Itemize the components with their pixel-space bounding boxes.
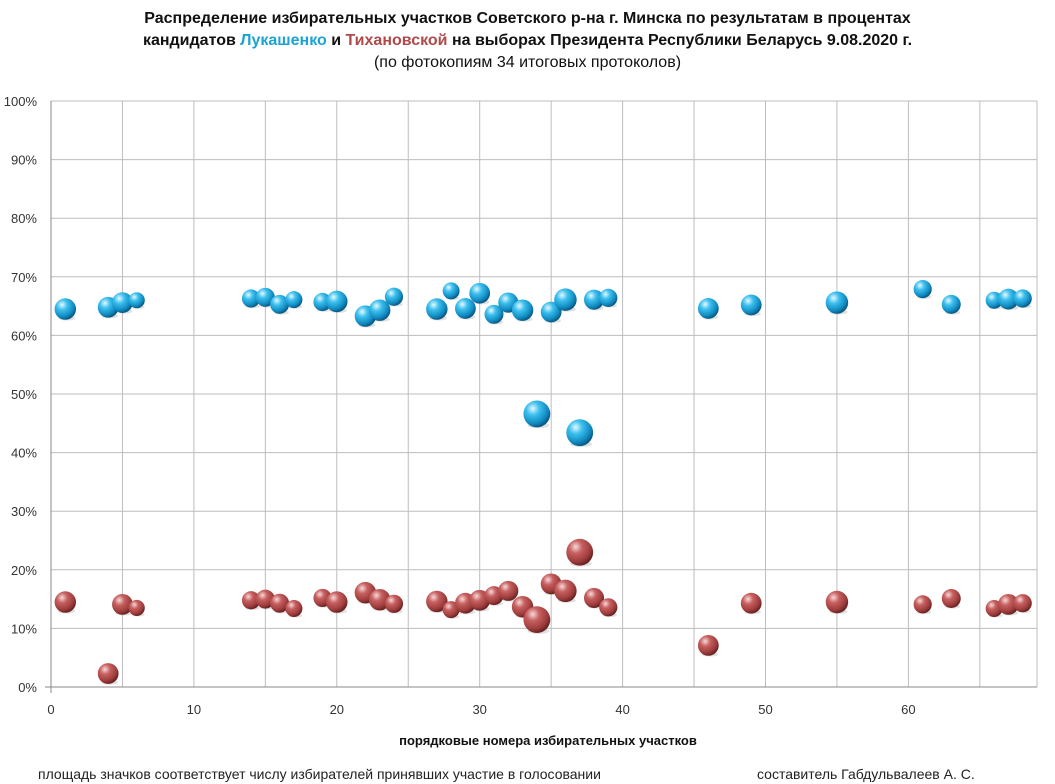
x-tick-label: 20 xyxy=(330,702,344,717)
y-tick-label: 100% xyxy=(4,94,38,109)
x-tick-label: 50 xyxy=(758,702,772,717)
chart-title: Распределение избирательных участков Сов… xyxy=(0,8,1055,74)
point-tikhanovskaya xyxy=(913,595,932,614)
point-lukashenko xyxy=(112,292,133,313)
point-tikhanovskaya xyxy=(326,591,348,613)
point-tikhanovskaya xyxy=(285,599,303,617)
point-lukashenko xyxy=(285,291,303,309)
y-tick-label: 10% xyxy=(11,621,37,636)
point-tikhanovskaya xyxy=(1013,594,1032,613)
point-lukashenko xyxy=(54,298,77,320)
point-tikhanovskaya xyxy=(825,590,849,614)
point-tikhanovskaya xyxy=(128,599,145,616)
y-tick-label: 20% xyxy=(11,563,37,578)
point-lukashenko xyxy=(128,292,145,309)
footnote-left: площадь значков соответствует числу изби… xyxy=(38,766,601,782)
x-tick-label: 40 xyxy=(615,702,629,717)
point-lukashenko xyxy=(740,294,762,316)
point-lukashenko xyxy=(913,280,932,299)
point-lukashenko xyxy=(241,289,261,308)
point-lukashenko xyxy=(566,419,594,447)
title-prefix: кандидатов xyxy=(142,32,236,49)
point-lukashenko xyxy=(511,299,534,321)
data-points xyxy=(54,280,1032,685)
point-tikhanovskaya xyxy=(112,593,133,615)
title-line-2: кандидатов Лукашенко и Тихановской на вы… xyxy=(0,30,1055,52)
point-tikhanovskaya xyxy=(599,598,618,617)
point-tikhanovskaya xyxy=(255,589,275,609)
point-lukashenko xyxy=(270,294,290,314)
point-lukashenko xyxy=(442,282,460,300)
point-tikhanovskaya xyxy=(498,580,519,601)
point-lukashenko xyxy=(469,282,491,304)
title-line-3: (по фотокопиям 34 итоговых протоколов) xyxy=(373,54,682,71)
point-tikhanovskaya xyxy=(523,606,551,634)
point-lukashenko xyxy=(583,289,605,310)
point-lukashenko xyxy=(523,400,551,428)
legend-tikhanovskaya: Тихановской xyxy=(345,32,448,49)
y-tick-label: 70% xyxy=(11,270,37,285)
point-tikhanovskaya xyxy=(998,593,1019,615)
x-tick-label: 30 xyxy=(472,702,486,717)
y-tick-label: 80% xyxy=(11,211,37,226)
point-tikhanovskaya xyxy=(941,589,961,609)
point-lukashenko xyxy=(985,291,1003,309)
point-lukashenko xyxy=(599,288,618,307)
point-lukashenko xyxy=(1013,289,1032,308)
point-tikhanovskaya xyxy=(697,635,719,656)
x-tick-label: 10 xyxy=(187,702,201,717)
y-tick-label: 90% xyxy=(11,153,37,168)
y-tick-label: 60% xyxy=(11,328,37,343)
y-tick-label: 30% xyxy=(11,504,37,519)
point-tikhanovskaya xyxy=(426,590,448,613)
point-lukashenko xyxy=(368,299,391,321)
x-axis-label: порядковые номера избирательных участков xyxy=(399,733,697,748)
point-lukashenko xyxy=(455,298,476,319)
point-tikhanovskaya xyxy=(270,593,290,613)
x-tick-label: 0 xyxy=(47,702,54,717)
point-lukashenko xyxy=(941,294,961,314)
point-tikhanovskaya xyxy=(566,538,594,566)
point-tikhanovskaya xyxy=(554,579,577,603)
footnote-right: составитель Габдульвалеев А. С. xyxy=(757,766,975,782)
point-tikhanovskaya xyxy=(740,592,762,614)
point-tikhanovskaya xyxy=(583,587,605,608)
axes: 0% 10% 20% 30% 40% 50% 60% 70% 80% 90% 100% 0 10 20 30… xyxy=(4,94,1037,717)
y-tick-label: 50% xyxy=(11,387,37,402)
legend-lukashenko: Лукашенко xyxy=(240,32,327,49)
point-tikhanovskaya xyxy=(97,663,119,684)
y-tick-label: 40% xyxy=(11,446,37,461)
y-tick-label: 0% xyxy=(18,680,37,695)
point-lukashenko xyxy=(384,287,404,306)
point-lukashenko xyxy=(426,298,448,320)
point-lukashenko xyxy=(998,288,1019,310)
title-line-1: Распределение избирательных участков Сов… xyxy=(144,10,911,27)
point-tikhanovskaya xyxy=(384,594,404,613)
point-tikhanovskaya xyxy=(241,591,261,610)
point-lukashenko xyxy=(255,287,275,307)
title-conj: и xyxy=(331,32,342,49)
point-lukashenko xyxy=(554,288,577,311)
x-tick-label: 60 xyxy=(901,702,915,717)
point-lukashenko xyxy=(697,298,719,319)
point-lukashenko xyxy=(326,290,348,313)
point-lukashenko xyxy=(540,301,562,323)
point-lukashenko xyxy=(825,291,849,314)
point-lukashenko xyxy=(484,304,504,324)
grid xyxy=(51,100,1038,688)
point-tikhanovskaya xyxy=(54,591,77,613)
title-suffix: на выборах Президента Республики Беларус… xyxy=(451,32,913,49)
